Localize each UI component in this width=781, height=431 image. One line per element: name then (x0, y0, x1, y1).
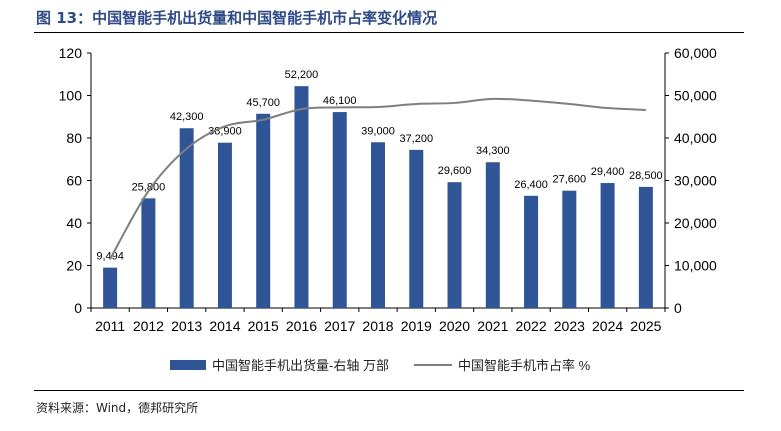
x-axis-tick-label: 2013 (171, 318, 202, 334)
bar-data-label: 27,600 (553, 174, 587, 186)
bar-2012 (141, 198, 156, 308)
bar-2023 (562, 190, 577, 308)
x-axis-tick-label: 2019 (401, 318, 432, 334)
bar-data-label: 29,400 (591, 166, 625, 178)
bar-data-label: 37,200 (399, 133, 433, 145)
x-axis-tick-label: 2012 (133, 318, 164, 334)
bar-data-label: 38,900 (208, 126, 242, 138)
line-series-market-share (109, 97, 646, 260)
x-axis-tick-label: 2024 (592, 318, 623, 334)
right-axis-tick-label: 30,000 (674, 173, 717, 189)
bar-data-label: 29,600 (438, 165, 472, 177)
x-axis-tick-label: 2015 (248, 318, 279, 334)
bar-2025 (638, 186, 653, 308)
x-axis-tick-label: 2017 (324, 318, 355, 334)
bar-2024 (600, 183, 615, 308)
bar-data-label: 9,494 (96, 251, 124, 263)
bar-data-label: 52,200 (285, 69, 319, 81)
left-axis-tick-label: 20 (66, 258, 82, 274)
x-axis-tick-label: 2011 (95, 318, 125, 334)
bar-2022 (524, 195, 539, 308)
x-axis-tick-label: 2016 (286, 318, 317, 334)
bar-2014 (217, 142, 232, 308)
right-axis-tick-label: 10,000 (674, 258, 717, 274)
x-axis-tick-label: 2021 (477, 318, 508, 334)
legend-bar-swatch (170, 360, 206, 370)
source-note: 资料来源：Wind，德邦研究所 (36, 401, 199, 415)
left-axis-tick-label: 60 (66, 173, 82, 189)
bar-2013 (179, 128, 194, 308)
x-axis-tick-label: 2022 (515, 318, 546, 334)
bar-2021 (485, 162, 500, 308)
bar-data-label: 26,400 (514, 179, 548, 191)
legend-line-label: 中国智能手机市占率 % (458, 358, 591, 373)
right-axis-tick-label: 60,000 (674, 45, 717, 61)
bar-data-label: 25,800 (132, 181, 166, 193)
x-axis-tick-label: 2014 (209, 318, 240, 334)
right-axis-tick-label: 50,000 (674, 88, 717, 104)
title-divider (34, 32, 744, 33)
left-axis-tick-label: 80 (66, 130, 82, 146)
bar-2019 (409, 149, 424, 308)
x-axis-tick-label: 2025 (630, 318, 661, 334)
left-axis-tick-label: 120 (59, 45, 83, 61)
bar-data-label: 39,000 (361, 125, 395, 137)
bar-2016 (294, 86, 309, 309)
bar-2017 (332, 112, 347, 308)
bar-2018 (371, 142, 385, 308)
bar-2015 (256, 113, 271, 309)
right-axis-tick-label: 0 (674, 300, 682, 316)
bar-data-label: 42,300 (170, 111, 204, 123)
left-axis-tick-label: 100 (59, 88, 83, 104)
bar-2011 (103, 267, 118, 308)
legend-bar-label: 中国智能手机出货量-右轴 万部 (212, 358, 389, 373)
figure-title: 图 13：中国智能手机出货量和中国智能手机市占率变化情况 (36, 9, 438, 27)
bar-data-label: 45,700 (246, 97, 280, 109)
bar-data-label: 34,300 (476, 145, 510, 157)
bar-data-label: 28,500 (629, 170, 663, 182)
x-axis-tick-label: 2020 (439, 318, 470, 334)
left-axis-tick-label: 0 (74, 300, 82, 316)
bar-data-label: 46,100 (323, 95, 357, 107)
left-axis-tick-label: 40 (66, 215, 82, 231)
footer-divider (34, 390, 744, 391)
bar-2020 (447, 182, 462, 308)
x-axis-tick-label: 2023 (554, 318, 585, 334)
x-axis-tick-label: 2018 (362, 318, 393, 334)
right-axis-tick-label: 20,000 (674, 215, 717, 231)
right-axis-tick-label: 40,000 (674, 130, 717, 146)
